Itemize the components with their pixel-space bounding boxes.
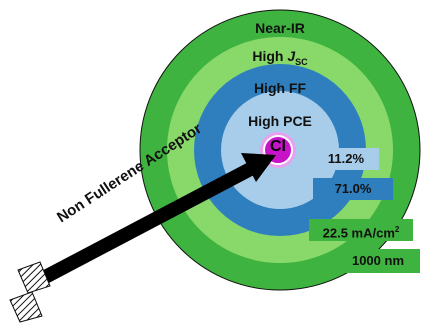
jsc-var: J bbox=[287, 48, 296, 64]
ff-box bbox=[313, 178, 393, 200]
ring-label-near-ir: Near-IR bbox=[255, 20, 305, 36]
pce-value: 11.2% bbox=[327, 151, 365, 166]
ring-label-high-pce: High PCE bbox=[248, 113, 312, 129]
ring-label-high-jsc: High JSC bbox=[232, 48, 328, 67]
jsc-box bbox=[309, 219, 413, 241]
wavelength-value: 1000 nm bbox=[351, 253, 405, 268]
ring-label-high-ff: High FF bbox=[253, 80, 307, 96]
jsc-prefix: High bbox=[252, 48, 288, 64]
jsc-sub: SC bbox=[295, 56, 308, 67]
pce-box bbox=[313, 148, 379, 170]
jsc-value: 22.5 mA/cm2 bbox=[309, 219, 413, 241]
arrow-shaft bbox=[26, 158, 262, 292]
arrow-fletching bbox=[9, 261, 51, 323]
ff-value: 71.0% bbox=[334, 181, 372, 196]
jsc-value-sup: 2 bbox=[394, 225, 400, 234]
arrow-head bbox=[241, 153, 276, 182]
center-atom-label: Cl bbox=[270, 138, 286, 155]
jsc-value-main: 22.5 mA/cm bbox=[322, 225, 395, 241]
wavelength-box bbox=[336, 249, 420, 273]
